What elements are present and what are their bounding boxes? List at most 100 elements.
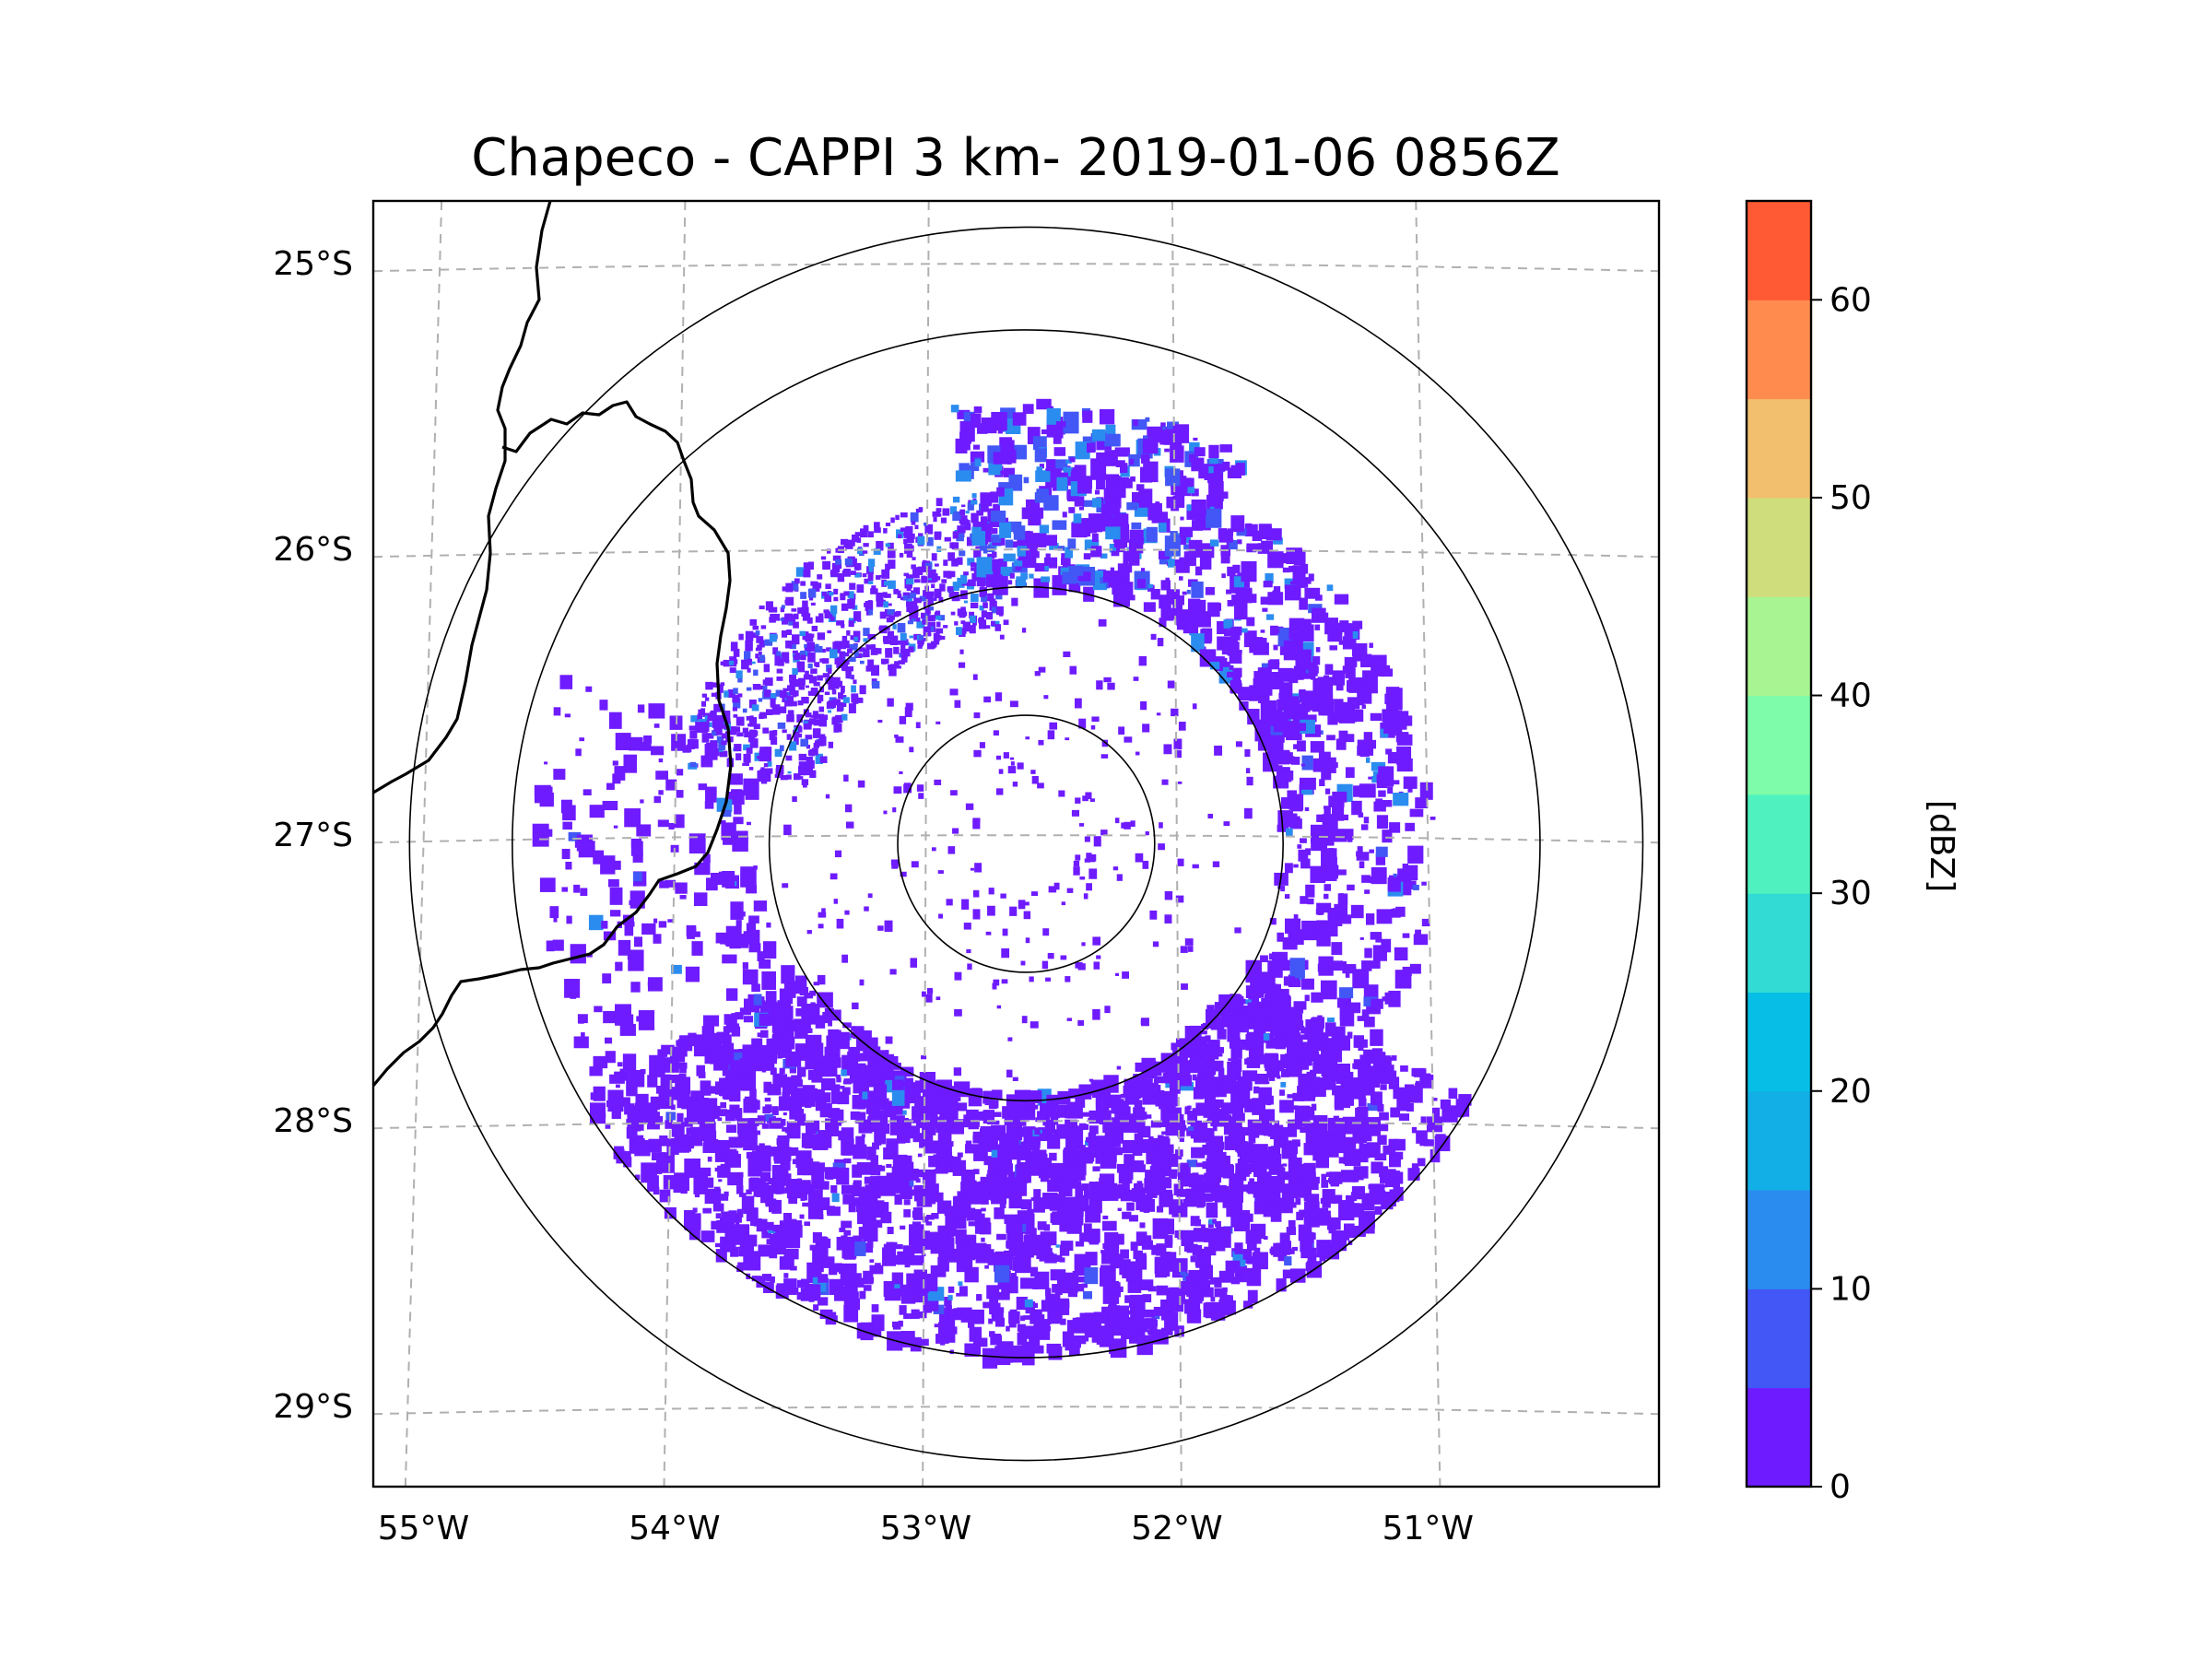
echo-cell	[1328, 795, 1345, 807]
echo-cell	[1096, 680, 1103, 690]
echo-cell	[996, 606, 1004, 616]
echo-cell	[786, 734, 792, 740]
echo-cell	[1210, 1010, 1216, 1016]
echo-cell	[697, 713, 703, 722]
echo-cell	[952, 582, 959, 592]
echo-cell	[1171, 609, 1181, 619]
echo-cell	[785, 755, 793, 761]
echo-cell	[731, 1013, 736, 1019]
echo-cell	[1079, 1232, 1094, 1242]
echo-cell	[1358, 855, 1364, 860]
echo-cell	[782, 1077, 798, 1094]
echo-cell	[888, 648, 892, 654]
echo-cell	[827, 1206, 841, 1217]
echo-cell	[839, 651, 845, 659]
echo-cell	[818, 713, 825, 718]
echo-cell	[1371, 998, 1383, 1009]
echo-cell	[617, 1062, 623, 1067]
echo-cell	[810, 1002, 816, 1007]
echo-cell	[935, 615, 942, 620]
echo-cell	[1100, 577, 1111, 589]
echo-cell	[993, 730, 999, 736]
echo-cell	[919, 595, 927, 602]
echo-cell	[1204, 1108, 1215, 1115]
echo-cell	[1208, 444, 1219, 459]
echo-cell	[1261, 540, 1274, 552]
echo-cell	[856, 1162, 874, 1175]
echo-cell	[991, 527, 998, 535]
echo-cell	[865, 1184, 870, 1191]
echo-cell	[695, 722, 708, 734]
echo-cell	[1218, 1075, 1231, 1085]
echo-cell	[718, 871, 734, 885]
echo-cell	[815, 1015, 826, 1029]
echo-cell	[794, 1018, 805, 1027]
echo-cell	[1286, 1227, 1297, 1236]
echo-cell	[1272, 1126, 1277, 1131]
echo-cell	[777, 1000, 789, 1010]
echo-cell	[813, 719, 821, 726]
echo-cell	[1370, 1029, 1383, 1046]
echo-cell	[1277, 1172, 1282, 1178]
echo-cell	[972, 498, 977, 501]
echo-cell	[1361, 1009, 1370, 1019]
echo-cell	[1299, 597, 1308, 610]
echo-cell	[1147, 1329, 1155, 1335]
echo-cell	[1320, 980, 1337, 1000]
echo-cell	[812, 582, 820, 592]
echo-cell	[793, 621, 799, 629]
echo-cell	[1069, 457, 1076, 463]
echo-cell	[988, 888, 994, 895]
echo-cell	[1300, 1214, 1305, 1218]
echo-cell	[593, 850, 605, 865]
echo-cell	[1322, 1189, 1335, 1198]
echo-cell	[1363, 996, 1378, 1006]
echo-cell	[1182, 1198, 1196, 1207]
echo-cell	[881, 569, 890, 579]
echo-cell	[1406, 865, 1418, 881]
echo-cell	[856, 584, 865, 594]
echo-cell	[700, 1104, 715, 1124]
echo-cell	[1058, 1181, 1073, 1197]
echo-cell	[834, 641, 841, 650]
echo-cell	[953, 1102, 968, 1112]
echo-cell	[805, 685, 810, 688]
echo-cell	[1253, 1132, 1260, 1138]
echo-cell	[1198, 1276, 1209, 1289]
echo-cell	[753, 724, 760, 730]
echo-cell	[948, 1248, 962, 1263]
echo-cell	[911, 1309, 920, 1319]
echo-cell	[969, 611, 975, 619]
echo-cell	[785, 640, 793, 649]
echo-cell	[747, 821, 751, 826]
echo-cell	[900, 639, 909, 646]
echo-cell	[839, 1228, 846, 1232]
echo-cell	[966, 1209, 977, 1221]
echo-cell	[1369, 642, 1373, 648]
echo-cell	[748, 700, 757, 709]
echo-cell	[936, 1269, 947, 1277]
echo-cell	[811, 1171, 825, 1190]
echo-cell	[1122, 1140, 1130, 1147]
echo-cell	[1059, 1244, 1070, 1256]
echo-cell	[865, 644, 875, 650]
echo-cell	[1032, 436, 1047, 450]
echo-cell	[750, 1218, 762, 1227]
echo-cell	[803, 723, 812, 730]
echo-cell	[907, 620, 913, 625]
echo-cell	[968, 1309, 984, 1324]
echo-cell	[848, 1046, 860, 1062]
echo-cell	[748, 767, 754, 771]
echo-cell	[832, 555, 841, 561]
echo-cell	[1246, 543, 1259, 551]
echo-cell	[1053, 1129, 1062, 1137]
echo-cell	[601, 921, 608, 929]
echo-cell	[759, 1171, 771, 1182]
echo-cell	[947, 1156, 961, 1168]
echo-cell	[1292, 1105, 1299, 1110]
echo-cell	[1448, 1088, 1458, 1100]
echo-cell	[776, 677, 783, 681]
echo-cell	[1100, 830, 1108, 836]
echo-cell	[923, 590, 929, 597]
echo-cell	[841, 663, 848, 671]
